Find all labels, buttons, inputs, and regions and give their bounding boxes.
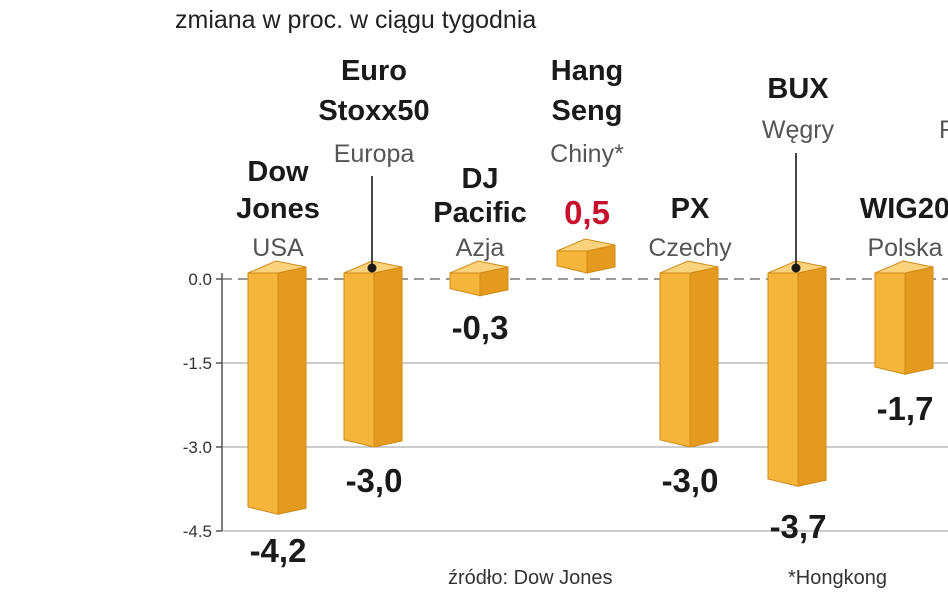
bar-front: [659, 272, 691, 448]
bar-front: [556, 250, 588, 274]
series-name-label: Pacific: [433, 197, 527, 229]
series-name-label: WIG20: [860, 193, 948, 225]
region-label: Polska: [867, 234, 942, 262]
footnote: *Hongkong: [788, 567, 887, 589]
y-tick-label: 0.0: [188, 270, 212, 289]
y-tick-label: -4.5: [183, 522, 212, 541]
bar-top: [247, 260, 307, 274]
y-tick-label: -1.5: [183, 354, 212, 373]
series-name-label: DJ: [461, 163, 498, 195]
bar-top: [874, 260, 934, 274]
bar-front: [343, 272, 375, 448]
leader-dot: [367, 263, 377, 273]
bar-top: [449, 260, 509, 274]
labels: Dow Jones USA -4,2 Euro Stoxx50 Europa -3,0 DJPa…: [236, 55, 948, 569]
bars: [247, 238, 934, 515]
bar: [247, 260, 307, 515]
series-name-label: Seng: [552, 95, 623, 127]
bar-front: [247, 272, 279, 515]
bar-front: [767, 272, 799, 487]
series-name-label: Jones: [236, 193, 320, 225]
bar: [767, 260, 827, 487]
bar-side: [373, 266, 403, 448]
value-label: -3,0: [346, 462, 403, 499]
series-name-label: PX: [671, 193, 710, 225]
chart-subtitle: zmiana w proc. w ciągu tygodnia: [175, 6, 536, 34]
source-note: źródło: Dow Jones: [448, 567, 613, 589]
region-label: Europa: [334, 140, 415, 168]
bar: [449, 260, 509, 297]
value-label: 0,5: [564, 194, 610, 231]
value-label: -1,7: [877, 390, 934, 427]
series-name-label: Stoxx50: [318, 95, 429, 127]
value-label: -3,7: [770, 508, 827, 545]
bar-side: [689, 266, 719, 448]
bar-front: [449, 272, 481, 297]
region-label: Chiny*: [550, 140, 624, 168]
region-label: Azja: [456, 234, 505, 262]
bar: [556, 238, 616, 274]
series-name-label: BUX: [767, 73, 829, 105]
region-label: Węgry: [762, 116, 835, 144]
series-name-label: Hang: [551, 55, 624, 87]
series-name-label: Dow: [247, 156, 309, 188]
region-label: USA: [252, 234, 304, 262]
bar-side: [797, 266, 827, 487]
value-label: -0,3: [452, 309, 509, 346]
bar-top: [556, 238, 616, 252]
value-label: -3,0: [662, 462, 719, 499]
bar-top: [659, 260, 719, 274]
grid: 0.0 -1.5 -3.0 -4.5: [183, 270, 948, 541]
leader-dot: [791, 263, 801, 273]
bar: [659, 260, 719, 448]
bar: [343, 260, 403, 448]
y-tick-label: -3.0: [183, 438, 212, 457]
region-label: Czechy: [648, 234, 732, 262]
region-label: R: [939, 116, 948, 144]
bar-side: [904, 266, 934, 375]
value-label: -4,2: [250, 532, 307, 569]
series-name-label: Euro: [341, 55, 407, 87]
bar-front: [874, 272, 906, 375]
bar: [874, 260, 934, 375]
bar-side: [277, 266, 307, 515]
